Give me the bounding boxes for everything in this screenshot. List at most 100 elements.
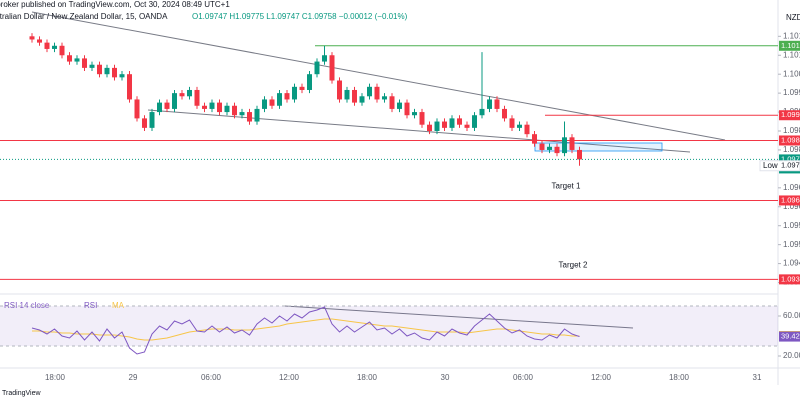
candle-body bbox=[29, 36, 35, 40]
candle-body bbox=[67, 55, 72, 62]
candle-body bbox=[164, 102, 170, 109]
level-price-box bbox=[779, 135, 800, 146]
level-price-label: 1.0939 bbox=[781, 274, 800, 283]
candle-body bbox=[307, 74, 312, 90]
y-tick-label: 1.0980 bbox=[783, 145, 800, 154]
candle-body bbox=[509, 118, 515, 128]
candle-body bbox=[74, 58, 80, 62]
rsi-value-box bbox=[779, 331, 800, 342]
y-tick-label: 1.0962 bbox=[783, 202, 800, 211]
candle-body bbox=[314, 61, 320, 75]
candle-body bbox=[337, 80, 342, 100]
currency: NZD bbox=[786, 13, 800, 22]
candle-body bbox=[539, 143, 545, 150]
candle-body bbox=[367, 86, 372, 97]
y-tick-label: 1.1004 bbox=[783, 69, 800, 78]
x-tick-label: 18:00 bbox=[45, 373, 66, 382]
candle-body bbox=[172, 93, 177, 109]
candle-body bbox=[344, 89, 350, 100]
candle-body bbox=[157, 102, 162, 113]
candle-body bbox=[479, 108, 485, 116]
header: icebroker published on TradingView.com, … bbox=[0, 0, 230, 9]
candle-body bbox=[382, 96, 387, 100]
candle-body bbox=[374, 86, 380, 100]
candle-body bbox=[247, 112, 252, 122]
candle-body bbox=[487, 99, 492, 109]
candle-body bbox=[397, 102, 402, 109]
rsi-value-label: 39.42 bbox=[781, 332, 800, 341]
candle-body bbox=[97, 64, 102, 75]
candle-body bbox=[112, 67, 117, 78]
candle-body bbox=[524, 124, 530, 135]
candle-body bbox=[134, 99, 140, 119]
candle-body bbox=[299, 86, 305, 90]
candle-body bbox=[532, 134, 537, 144]
y-tick-label: 1.0944 bbox=[783, 259, 800, 268]
candle-body bbox=[457, 118, 462, 125]
footer: TradingView bbox=[2, 390, 41, 397]
level-price-label: 1.1013 bbox=[781, 41, 800, 50]
candle-body bbox=[389, 96, 395, 109]
candle-body bbox=[464, 124, 470, 128]
candle-body bbox=[517, 124, 522, 128]
level-price-box bbox=[779, 40, 800, 51]
candle-body bbox=[89, 64, 95, 68]
rsi-tick-label: 60.00 bbox=[783, 311, 800, 320]
upper-trendline bbox=[31, 11, 726, 141]
ohlc-text: O1.09747 H1.09775 L1.09747 C1.09758 −0.0… bbox=[192, 12, 408, 21]
low-box bbox=[759, 160, 800, 172]
candle-body bbox=[292, 86, 297, 100]
candle-body bbox=[119, 74, 125, 78]
x-tick-label: 18:00 bbox=[669, 373, 690, 382]
candle-body bbox=[44, 42, 50, 49]
candle-body bbox=[262, 99, 267, 109]
x-tick-label: 06:00 bbox=[201, 373, 222, 382]
x-tick-label: 18:00 bbox=[357, 373, 378, 382]
rsi-line bbox=[31, 306, 580, 355]
level-price-box bbox=[779, 110, 800, 121]
level-price-box bbox=[779, 274, 800, 285]
y-tick-label: 1.1016 bbox=[783, 31, 800, 40]
candle-body bbox=[427, 124, 432, 132]
candle-body bbox=[59, 45, 65, 56]
level-annotation: Target 1 bbox=[552, 182, 581, 191]
x-tick-label: 06:00 bbox=[513, 373, 534, 382]
candle-body bbox=[209, 102, 215, 109]
candle-body bbox=[577, 149, 582, 160]
candle-body bbox=[202, 105, 207, 109]
candle-body bbox=[569, 137, 575, 150]
candle-body bbox=[194, 89, 200, 106]
y-tick-label: 1.0968 bbox=[783, 183, 800, 192]
candle-body bbox=[352, 89, 357, 103]
candle-body bbox=[449, 118, 455, 128]
candle-body bbox=[284, 93, 290, 100]
y-tick-label: 1.1010 bbox=[783, 50, 800, 59]
candle-body bbox=[82, 58, 87, 68]
candle-body bbox=[52, 45, 57, 49]
candle-body bbox=[472, 115, 477, 128]
level-price-label: 1.0983 bbox=[781, 135, 800, 144]
rsi-trendline bbox=[284, 305, 634, 329]
lower-trendline bbox=[147, 109, 691, 153]
rsi-legend: MA bbox=[112, 301, 125, 310]
candle-body bbox=[322, 55, 327, 62]
candle-body bbox=[404, 102, 410, 116]
candle-body bbox=[187, 89, 192, 97]
candle-body bbox=[494, 99, 500, 109]
x-tick-label: 31 bbox=[753, 373, 762, 382]
candle-body bbox=[127, 74, 132, 100]
level-annotation: Target 2 bbox=[559, 260, 588, 269]
candle-body bbox=[179, 93, 185, 97]
rsi-tick-label: 20.00 bbox=[783, 351, 800, 360]
x-tick-label: 30 bbox=[441, 373, 450, 382]
y-tick-label: 1.0950 bbox=[783, 240, 800, 249]
rsi-line bbox=[32, 318, 580, 341]
rsi-legend: RSI bbox=[84, 301, 97, 310]
candle-body bbox=[224, 105, 230, 113]
candle-body bbox=[329, 55, 335, 81]
candle-body bbox=[277, 93, 282, 106]
candle-body bbox=[562, 137, 567, 154]
candle-body bbox=[232, 105, 237, 116]
candle-body bbox=[412, 112, 417, 116]
candle-body bbox=[547, 146, 552, 150]
